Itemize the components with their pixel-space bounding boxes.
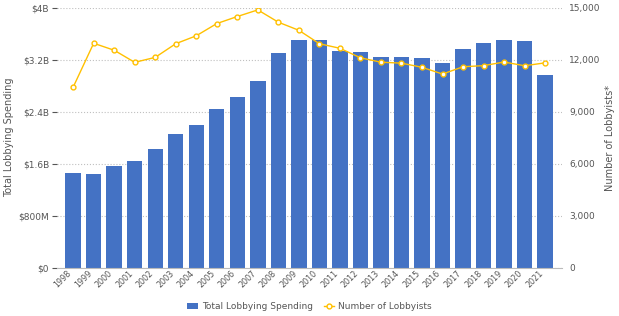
Bar [353,52,368,268]
Bar [517,41,532,268]
Bar [456,49,470,268]
Legend: Total Lobbying Spending, Number of Lobbyists: Total Lobbying Spending, Number of Lobby… [188,302,431,312]
Bar [127,161,142,268]
Bar [106,166,122,268]
Bar [496,40,512,268]
Bar [271,53,286,268]
Bar [66,173,81,268]
Bar [230,97,245,268]
Bar [332,51,348,268]
Bar [537,75,553,268]
Bar [250,81,266,268]
Y-axis label: Number of Lobbyists*: Number of Lobbyists* [605,85,615,191]
Bar [312,40,327,268]
Bar [414,58,430,268]
Bar [476,43,491,268]
Bar [168,134,183,268]
Bar [209,109,225,268]
Bar [189,125,204,268]
Bar [435,63,450,268]
Bar [394,57,409,268]
Y-axis label: Total Lobbying Spending: Total Lobbying Spending [4,78,14,198]
Bar [373,57,389,268]
Bar [86,174,102,268]
Bar [147,149,163,268]
Bar [291,40,306,268]
